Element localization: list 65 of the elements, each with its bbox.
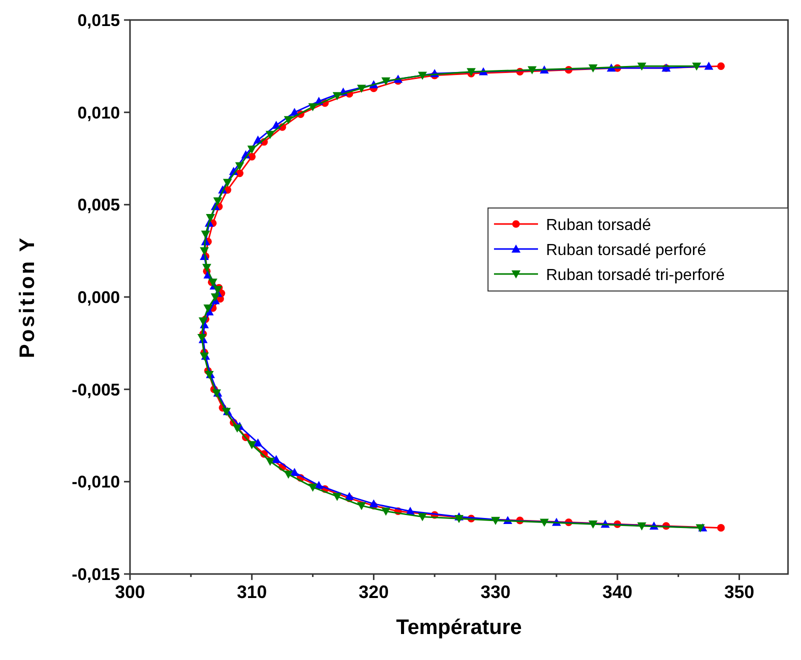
point	[344, 492, 354, 500]
point	[247, 146, 256, 154]
point	[369, 499, 378, 508]
point	[198, 317, 208, 326]
y-tick-label: 0,010	[77, 103, 120, 122]
point	[206, 214, 215, 222]
point	[704, 62, 714, 70]
point	[232, 424, 242, 433]
point	[491, 516, 500, 525]
point	[418, 72, 427, 80]
x-axis-title: Température	[396, 616, 522, 639]
point	[210, 293, 220, 302]
x-tick-label: 320	[358, 582, 389, 602]
point	[200, 247, 209, 256]
point	[266, 458, 275, 466]
point	[290, 468, 299, 476]
point	[236, 169, 244, 178]
point	[717, 62, 725, 70]
y-axis-title: Position Y	[16, 236, 39, 358]
point	[308, 103, 318, 112]
y-tick-label: -0,015	[72, 565, 120, 584]
point	[357, 84, 366, 93]
legend-label: Ruban torsadé perforé	[546, 242, 706, 259]
point	[540, 518, 549, 527]
point	[202, 264, 212, 272]
y-tick-label: -0,010	[72, 472, 120, 492]
point	[692, 62, 702, 71]
y-tick-label: 0,005	[77, 196, 120, 215]
point	[454, 515, 464, 524]
legend-label: Ruban torsadé	[546, 217, 652, 234]
x-tick-label: 340	[602, 582, 632, 602]
x-tick-label: 300	[114, 582, 146, 602]
point	[717, 524, 725, 532]
y-tick-label: -0,005	[72, 380, 120, 400]
point	[332, 92, 342, 100]
point	[213, 197, 222, 206]
point	[284, 116, 293, 124]
y-tick-label: 0,015	[77, 11, 120, 30]
point	[308, 484, 318, 492]
point	[332, 492, 342, 501]
point	[253, 438, 262, 446]
point	[235, 162, 244, 170]
point	[266, 130, 275, 139]
point	[247, 441, 256, 450]
point	[357, 502, 366, 510]
point	[272, 455, 281, 464]
point	[588, 520, 598, 529]
point	[637, 62, 646, 71]
point	[201, 230, 210, 239]
point	[381, 77, 390, 86]
point	[284, 470, 293, 479]
point	[418, 513, 427, 522]
legend-label: Ruban torsadé tri-perforé	[546, 267, 725, 284]
point	[381, 508, 390, 516]
point	[203, 304, 212, 313]
point	[637, 522, 646, 530]
y-tick-label: 0,000	[77, 288, 120, 307]
point	[588, 64, 598, 73]
point	[528, 66, 537, 74]
x-tick-label: 350	[724, 582, 754, 602]
point	[696, 524, 705, 532]
x-tick-label: 310	[236, 582, 267, 602]
point	[213, 286, 222, 294]
x-tick-label: 330	[480, 582, 511, 602]
point	[222, 178, 232, 188]
